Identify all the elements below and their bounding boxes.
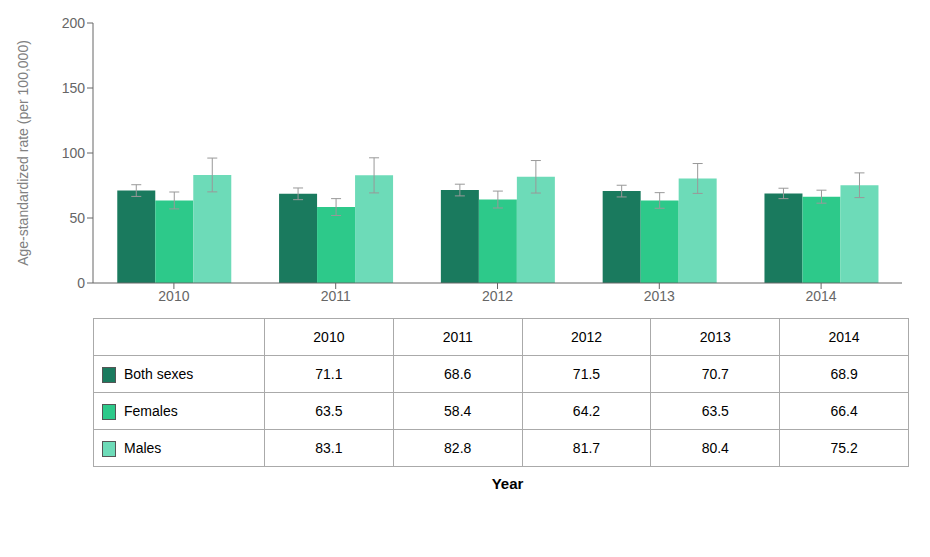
svg-text:100: 100	[62, 145, 86, 161]
html-text:82.8: 82.8	[444, 440, 472, 456]
html-text:71.5: 71.5	[572, 366, 601, 382]
html-text:2011: 2011	[442, 329, 473, 345]
svg-text:150: 150	[62, 80, 86, 96]
html-text:71.1: 71.1	[315, 366, 343, 382]
html-text:58.4: 58.4	[444, 403, 472, 419]
html-text:2012: 2012	[570, 329, 603, 345]
html-text:70.7: 70.7	[701, 366, 729, 382]
svg-text:Age-standardized rate (per 100: Age-standardized rate (per 100,000)	[15, 40, 31, 266]
html-text:81.7: 81.7	[572, 440, 601, 456]
html-text:2014: 2014	[828, 329, 860, 345]
html-text:83.1: 83.1	[315, 440, 343, 456]
html-text:Males: Males	[124, 440, 162, 457]
html-text:75.2: 75.2	[830, 440, 858, 456]
html-text:Year: Year	[491, 475, 524, 492]
svg-text:2013: 2013	[644, 288, 675, 304]
html-text:2013: 2013	[699, 329, 731, 345]
html-text:Females: Females	[124, 403, 178, 420]
svg-text:2011: 2011	[321, 288, 351, 304]
html-text:66.4: 66.4	[830, 403, 858, 419]
svg-text:200: 200	[62, 15, 86, 31]
html-text:68.6: 68.6	[444, 366, 472, 382]
html-text:Both sexes: Both sexes	[124, 366, 194, 383]
html-text:2010: 2010	[313, 329, 345, 345]
svg-text:2012: 2012	[482, 288, 513, 304]
html-text:63.5: 63.5	[315, 403, 343, 419]
svg-text:50: 50	[69, 210, 85, 226]
svg-text:0: 0	[77, 275, 85, 291]
html-text:68.9: 68.9	[830, 366, 858, 382]
svg-text:2010: 2010	[158, 288, 189, 304]
html-text:80.4: 80.4	[701, 440, 729, 456]
svg-text:2014: 2014	[806, 288, 837, 304]
html-text:63.5: 63.5	[701, 403, 729, 419]
html-text:64.2: 64.2	[572, 403, 601, 419]
